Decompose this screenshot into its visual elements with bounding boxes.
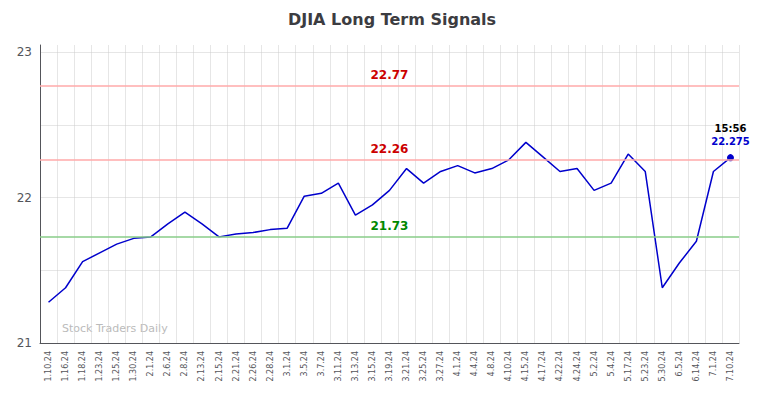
svg-text:1.10.24: 1.10.24: [44, 351, 53, 382]
svg-text:4.17.24: 4.17.24: [538, 351, 547, 382]
svg-text:3.7.24: 3.7.24: [317, 351, 326, 376]
svg-text:2.21.24: 2.21.24: [232, 351, 241, 382]
svg-text:2.1.24: 2.1.24: [146, 351, 155, 376]
svg-text:5.17.24: 5.17.24: [624, 351, 633, 382]
svg-text:Stock Traders Daily: Stock Traders Daily: [62, 322, 168, 335]
svg-text:2.6.24: 2.6.24: [163, 351, 172, 376]
svg-text:4.8.24: 4.8.24: [487, 351, 496, 376]
svg-text:22.26: 22.26: [371, 142, 409, 156]
svg-text:21.73: 21.73: [371, 219, 409, 233]
svg-text:3.27.24: 3.27.24: [436, 351, 445, 382]
svg-text:2.8.24: 2.8.24: [180, 351, 189, 376]
svg-text:2.28.24: 2.28.24: [266, 351, 275, 382]
svg-text:7.10.24: 7.10.24: [726, 351, 735, 382]
svg-text:1.23.24: 1.23.24: [95, 351, 104, 382]
svg-text:2.26.24: 2.26.24: [249, 351, 258, 382]
svg-text:23: 23: [17, 45, 32, 59]
svg-text:7.1.24: 7.1.24: [709, 351, 718, 376]
svg-text:4.24.24: 4.24.24: [573, 351, 582, 382]
svg-text:DJIA Long Term Signals: DJIA Long Term Signals: [288, 10, 496, 29]
svg-text:4.4.24: 4.4.24: [470, 351, 479, 376]
svg-text:4.10.24: 4.10.24: [504, 351, 513, 382]
svg-text:5.30.24: 5.30.24: [658, 351, 667, 382]
svg-text:5.4.24: 5.4.24: [607, 351, 616, 376]
svg-text:22: 22: [17, 191, 32, 205]
svg-text:4.22.24: 4.22.24: [555, 351, 564, 382]
svg-text:4.1.24: 4.1.24: [453, 351, 462, 376]
svg-text:22.275: 22.275: [711, 136, 750, 147]
svg-text:22.77: 22.77: [371, 68, 409, 82]
svg-text:5.23.24: 5.23.24: [641, 351, 650, 382]
svg-text:1.16.24: 1.16.24: [61, 351, 70, 382]
svg-text:3.1.24: 3.1.24: [283, 351, 292, 376]
svg-text:3.11.24: 3.11.24: [334, 351, 343, 382]
svg-text:3.19.24: 3.19.24: [385, 351, 394, 382]
svg-text:6.5.24: 6.5.24: [675, 351, 684, 376]
svg-text:1.25.24: 1.25.24: [112, 351, 121, 382]
svg-text:2.15.24: 2.15.24: [215, 351, 224, 382]
svg-text:3.25.24: 3.25.24: [419, 351, 428, 382]
svg-text:15:56: 15:56: [715, 123, 747, 134]
svg-text:3.5.24: 3.5.24: [300, 351, 309, 376]
svg-text:5.2.24: 5.2.24: [590, 351, 599, 376]
svg-text:3.13.24: 3.13.24: [351, 351, 360, 382]
svg-text:6.14.24: 6.14.24: [692, 351, 701, 382]
svg-text:21: 21: [17, 336, 32, 350]
svg-text:3.15.24: 3.15.24: [368, 351, 377, 382]
svg-text:3.21.24: 3.21.24: [402, 351, 411, 382]
svg-text:1.30.24: 1.30.24: [129, 351, 138, 382]
svg-text:4.15.24: 4.15.24: [521, 351, 530, 382]
svg-text:2.13.24: 2.13.24: [197, 351, 206, 382]
svg-text:1.18.24: 1.18.24: [78, 351, 87, 382]
